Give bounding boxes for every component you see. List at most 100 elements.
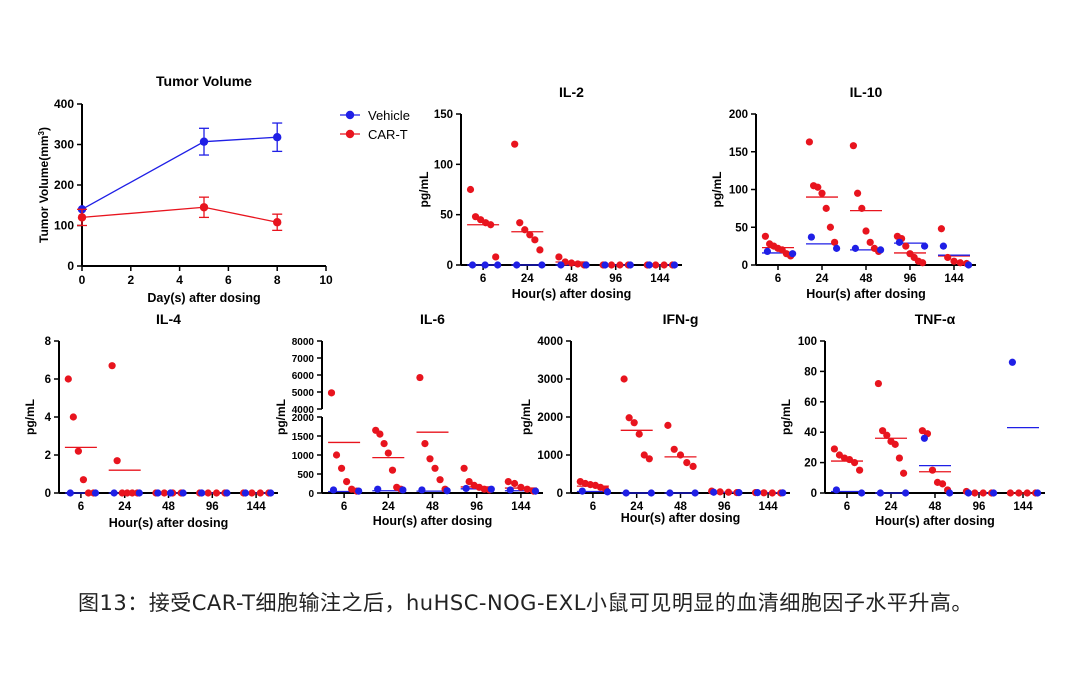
x-axis-label: Hour(s) after dosing bbox=[109, 516, 228, 530]
y-tick-label: 1500 bbox=[292, 432, 315, 443]
group-48 bbox=[664, 421, 699, 497]
data-point-vehicle bbox=[91, 489, 100, 497]
y-axis-label-tail: ) bbox=[37, 127, 51, 131]
y-tick-label: 0 bbox=[67, 259, 74, 273]
data-point-cart bbox=[879, 427, 887, 435]
data-point-vehicle bbox=[789, 250, 797, 258]
data-point-cart bbox=[950, 257, 958, 265]
data-point-cart bbox=[826, 223, 835, 231]
y-tick-label: 200 bbox=[54, 178, 74, 192]
legend-label: CAR-T bbox=[368, 127, 408, 142]
x-tick-label: 48 bbox=[565, 273, 578, 285]
legend-label: Vehicle bbox=[368, 108, 410, 123]
data-point-vehicle bbox=[603, 488, 612, 496]
data-point-cart bbox=[436, 476, 444, 484]
x-tick-label: 6 bbox=[590, 501, 596, 513]
data-point-cart bbox=[937, 225, 946, 233]
data-point-cart bbox=[327, 389, 336, 397]
data-point-vehicle bbox=[902, 489, 910, 497]
x-tick-label: 6 bbox=[775, 273, 781, 285]
data-point-cart bbox=[660, 261, 668, 269]
legend: Vehicle CAR-T bbox=[340, 108, 410, 142]
axes bbox=[570, 341, 790, 494]
data-point-cart bbox=[856, 466, 864, 474]
y-tick-label: 4000 bbox=[292, 405, 315, 416]
data-point-vehicle bbox=[538, 261, 546, 269]
data-point-vehicle bbox=[506, 486, 514, 494]
data-point-cart bbox=[670, 445, 678, 453]
group-144 bbox=[1006, 358, 1042, 497]
data-point-cart bbox=[866, 238, 874, 246]
x-tick-label: 6 bbox=[844, 501, 850, 513]
y-tick-label: 300 bbox=[54, 138, 74, 152]
data-point-cart bbox=[849, 142, 858, 150]
y-axis-label: pg/mL bbox=[274, 399, 288, 435]
data-point-vehicle bbox=[735, 489, 743, 497]
data-point-vehicle bbox=[582, 261, 590, 269]
data-point-cart bbox=[616, 261, 624, 269]
data-point-cart bbox=[113, 457, 121, 465]
data-point-cart bbox=[724, 488, 733, 496]
group-144 bbox=[751, 489, 787, 497]
y-tick-label: 100 bbox=[729, 185, 748, 197]
data-point-vehicle bbox=[990, 489, 998, 497]
data-point-vehicle bbox=[355, 487, 363, 495]
data-point-cart bbox=[854, 189, 862, 197]
data-point-vehicle bbox=[66, 489, 74, 497]
y-tick-label: 2 bbox=[45, 450, 51, 462]
chart-title: IL-10 bbox=[850, 84, 883, 100]
data-point-cart bbox=[256, 489, 264, 497]
group-96 bbox=[460, 464, 495, 494]
data-point-cart bbox=[64, 375, 72, 383]
data-point-vehicle bbox=[494, 261, 502, 269]
y-tick-label: 2000 bbox=[292, 413, 315, 424]
group-6 bbox=[576, 478, 612, 496]
data-point-cart bbox=[716, 488, 724, 496]
data-point-vehicle bbox=[154, 489, 162, 497]
data-point-cart bbox=[1023, 489, 1031, 497]
group-24 bbox=[108, 362, 143, 497]
data-point-cart bbox=[376, 430, 384, 438]
y-tick-label: 4000 bbox=[537, 336, 563, 348]
data-point-vehicle bbox=[374, 485, 382, 493]
x-tick-label: 48 bbox=[162, 501, 175, 513]
data-point-vehicle bbox=[166, 489, 175, 497]
x-tick-label: 144 bbox=[247, 501, 267, 513]
data-point-cart bbox=[652, 261, 660, 269]
data-point-vehicle bbox=[531, 487, 540, 495]
data-point-vehicle bbox=[833, 244, 841, 252]
data-point-cart bbox=[574, 260, 582, 268]
data-point-vehicle bbox=[179, 489, 187, 497]
y-tick-label: 150 bbox=[434, 109, 453, 121]
x-tick-label: 144 bbox=[511, 501, 531, 513]
data-point-cart bbox=[79, 476, 88, 484]
x-tick-label: 96 bbox=[206, 501, 219, 513]
x-tick-label: 0 bbox=[79, 273, 86, 287]
data-point-vehicle bbox=[418, 486, 426, 494]
data-point-vehicle bbox=[779, 489, 787, 497]
series-vehicle bbox=[77, 122, 283, 214]
data-point-vehicle bbox=[876, 489, 885, 497]
data-point-cart bbox=[607, 261, 616, 269]
y-tick-label: 0 bbox=[447, 260, 453, 272]
data-point-cart bbox=[248, 489, 256, 497]
y-tick-label: 6000 bbox=[292, 371, 315, 382]
chart-il10: 0 50 100 150 200 6 24 48 96 144 IL-10 Hour(s) after… bbox=[710, 84, 976, 301]
chart-title: IL-6 bbox=[420, 311, 445, 327]
data-point-cart bbox=[521, 226, 529, 234]
data-point-cart bbox=[123, 489, 131, 497]
data-point-cart bbox=[760, 489, 768, 497]
group-48 bbox=[416, 373, 451, 495]
data-point bbox=[273, 218, 282, 227]
data-point-vehicle bbox=[468, 261, 477, 269]
data-point-cart bbox=[822, 204, 830, 212]
group-24 bbox=[511, 140, 546, 269]
data-point-vehicle bbox=[691, 489, 699, 497]
x-axis-label: Hour(s) after dosing bbox=[806, 287, 925, 301]
y-tick-label: 8000 bbox=[292, 337, 315, 348]
data-point-cart bbox=[768, 489, 776, 497]
data-point-cart bbox=[431, 464, 439, 472]
data-point-cart bbox=[516, 219, 524, 227]
data-point-cart bbox=[108, 362, 116, 370]
data-point-vehicle bbox=[763, 247, 772, 256]
